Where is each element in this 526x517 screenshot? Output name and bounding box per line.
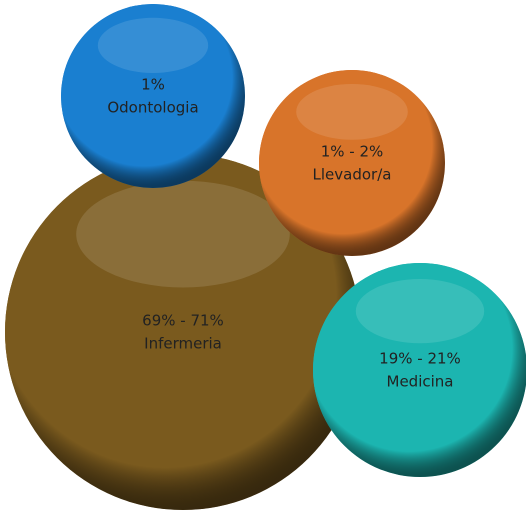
- bubble-label: Infermeria: [144, 335, 222, 353]
- bubble-shine: [76, 180, 290, 288]
- bubble-shade: [61, 4, 245, 188]
- bubble-shade: [313, 263, 526, 477]
- bubble-shade: [5, 154, 361, 510]
- bubble-shine: [97, 17, 209, 73]
- bubble-value-label: 1% - 2%: [321, 143, 384, 161]
- bubble-shade: [259, 70, 445, 256]
- bubble-value-label: 1%: [141, 76, 165, 94]
- bubble-label: Llevador/a: [313, 166, 392, 184]
- bubble-label: Odontologia: [107, 99, 198, 117]
- bubble-value-label: 69% - 71%: [142, 312, 224, 330]
- bubble-shine: [296, 83, 408, 140]
- bubble-label: Medicina: [387, 373, 454, 391]
- bubble-value-label: 19% - 21%: [379, 350, 461, 368]
- bubble-shine: [355, 279, 485, 344]
